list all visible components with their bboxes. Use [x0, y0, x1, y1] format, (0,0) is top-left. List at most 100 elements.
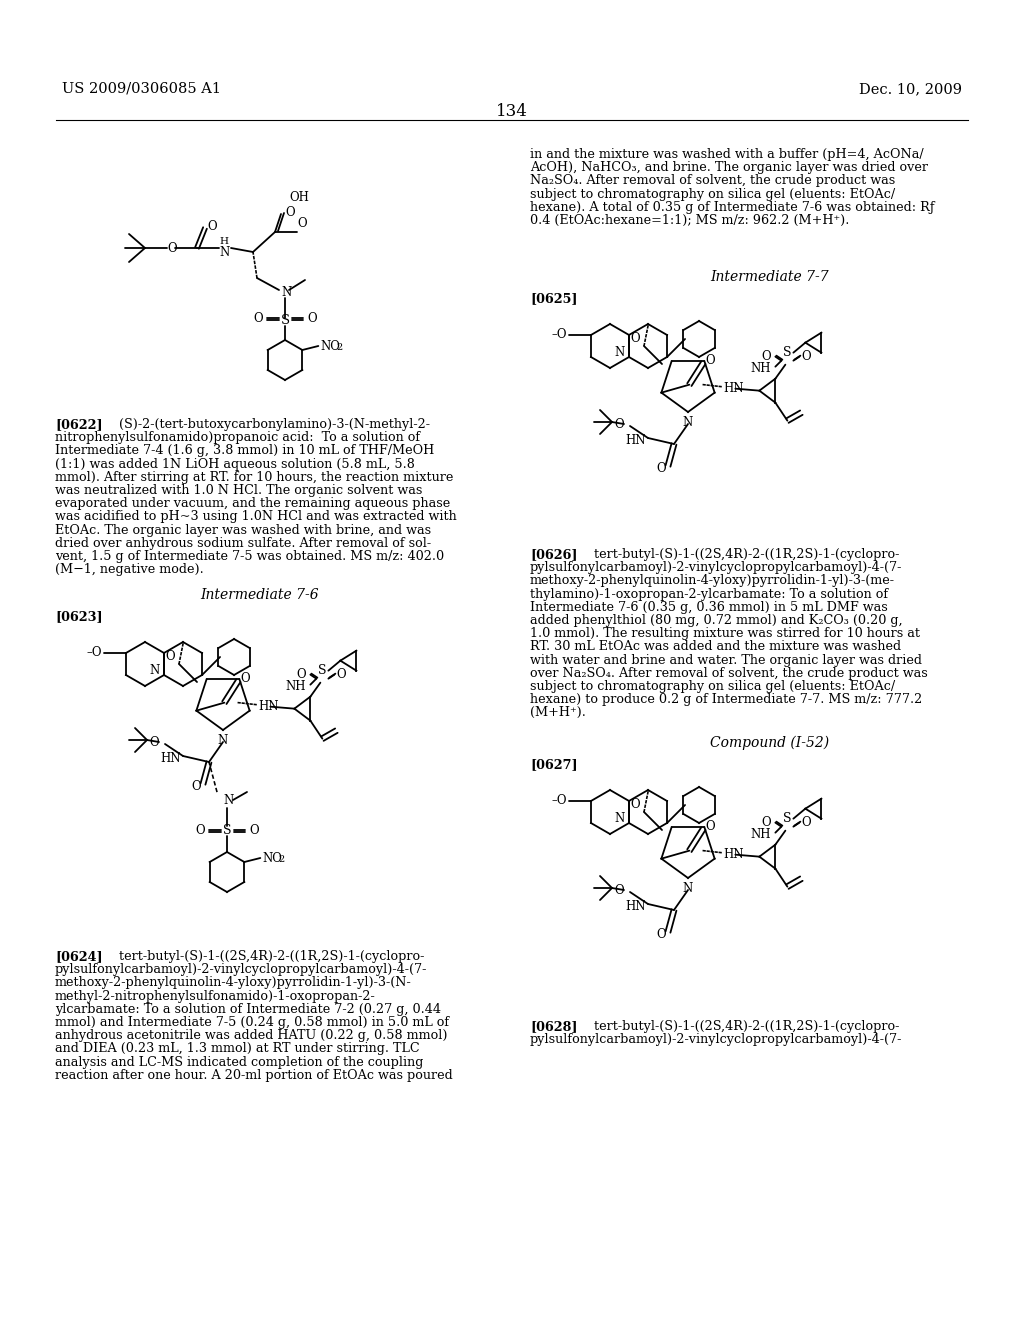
Text: O: O: [165, 649, 175, 663]
Text: US 2009/0306085 A1: US 2009/0306085 A1: [62, 82, 221, 96]
Text: Intermediate 7-6: Intermediate 7-6: [201, 587, 319, 602]
Text: S: S: [318, 664, 327, 677]
Text: NO: NO: [262, 851, 283, 865]
Text: was neutralized with 1.0 N HCl. The organic solvent was: was neutralized with 1.0 N HCl. The orga…: [55, 484, 422, 498]
Text: tert-butyl-(S)-1-((2S,4R)-2-((1R,2S)-1-(cyclopro-: tert-butyl-(S)-1-((2S,4R)-2-((1R,2S)-1-(…: [578, 1020, 899, 1034]
Text: NH: NH: [286, 680, 306, 693]
Text: O: O: [656, 462, 666, 474]
Text: added phenylthiol (80 mg, 0.72 mmol) and K₂CO₃ (0.20 g,: added phenylthiol (80 mg, 0.72 mmol) and…: [530, 614, 902, 627]
Text: [0627]: [0627]: [530, 758, 578, 771]
Text: with water and brine and water. The organic layer was dried: with water and brine and water. The orga…: [530, 653, 922, 667]
Text: in and the mixture was washed with a buffer (pH=4, AcONa/: in and the mixture was washed with a buf…: [530, 148, 924, 161]
Text: S: S: [281, 314, 290, 326]
Text: N: N: [683, 416, 693, 429]
Text: (1:1) was added 1N LiOH aqueous solution (5.8 mL, 5.8: (1:1) was added 1N LiOH aqueous solution…: [55, 458, 415, 471]
Text: anhydrous acetonitrile was added HATU (0.22 g, 0.58 mmol): anhydrous acetonitrile was added HATU (0…: [55, 1030, 447, 1043]
Text: O: O: [297, 668, 306, 681]
Text: O: O: [614, 883, 624, 896]
Text: HN: HN: [723, 383, 743, 395]
Text: O: O: [706, 354, 715, 367]
Text: [0624]: [0624]: [55, 950, 102, 964]
Text: was acidified to pH~3 using 1.0N HCl and was extracted with: was acidified to pH~3 using 1.0N HCl and…: [55, 511, 457, 524]
Text: dried over anhydrous sodium sulfate. After removal of sol-: dried over anhydrous sodium sulfate. Aft…: [55, 537, 431, 550]
Text: pylsulfonylcarbamoyl)-2-vinylcyclopropylcarbamoyl)-4-(7-: pylsulfonylcarbamoyl)-2-vinylcyclopropyl…: [530, 561, 902, 574]
Text: [0622]: [0622]: [55, 418, 102, 432]
Text: O: O: [631, 797, 640, 810]
Text: O: O: [196, 825, 205, 837]
Text: RT. 30 mL EtOAc was added and the mixture was washed: RT. 30 mL EtOAc was added and the mixtur…: [530, 640, 901, 653]
Text: N: N: [218, 734, 228, 747]
Text: reaction after one hour. A 20-ml portion of EtOAc was poured: reaction after one hour. A 20-ml portion…: [55, 1069, 453, 1082]
Text: nitrophenylsulfonamido)propanoic acid:  To a solution of: nitrophenylsulfonamido)propanoic acid: T…: [55, 432, 420, 445]
Text: Intermediate 7-7: Intermediate 7-7: [711, 271, 829, 284]
Text: 1.0 mmol). The resulting mixture was stirred for 10 hours at: 1.0 mmol). The resulting mixture was sti…: [530, 627, 920, 640]
Text: subject to chromatography on silica gel (eluents: EtOAc/: subject to chromatography on silica gel …: [530, 680, 895, 693]
Text: N: N: [614, 346, 625, 359]
Text: tert-butyl-(S)-1-((2S,4R)-2-((1R,2S)-1-(cyclopro-: tert-butyl-(S)-1-((2S,4R)-2-((1R,2S)-1-(…: [103, 950, 424, 964]
Text: analysis and LC-MS indicated completion of the coupling: analysis and LC-MS indicated completion …: [55, 1056, 423, 1069]
Text: mmol). After stirring at RT. for 10 hours, the reaction mixture: mmol). After stirring at RT. for 10 hour…: [55, 471, 454, 484]
Text: O: O: [167, 242, 176, 255]
Text: [0625]: [0625]: [530, 292, 578, 305]
Text: HN: HN: [161, 751, 181, 764]
Text: O: O: [656, 928, 666, 940]
Text: Intermediate 7-6 (0.35 g, 0.36 mmol) in 5 mL DMF was: Intermediate 7-6 (0.35 g, 0.36 mmol) in …: [530, 601, 888, 614]
Text: 134: 134: [496, 103, 528, 120]
Text: thylamino)-1-oxopropan-2-ylcarbamate: To a solution of: thylamino)-1-oxopropan-2-ylcarbamate: To…: [530, 587, 888, 601]
Text: mmol) and Intermediate 7-5 (0.24 g, 0.58 mmol) in 5.0 mL of: mmol) and Intermediate 7-5 (0.24 g, 0.58…: [55, 1016, 450, 1030]
Text: –O: –O: [552, 329, 567, 342]
Text: S: S: [223, 824, 231, 837]
Text: NO: NO: [321, 339, 340, 352]
Text: N: N: [281, 285, 291, 298]
Text: Intermediate 7-4 (1.6 g, 3.8 mmol) in 10 mL of THF/MeOH: Intermediate 7-4 (1.6 g, 3.8 mmol) in 10…: [55, 445, 434, 458]
Text: O: O: [631, 331, 640, 345]
Text: [0626]: [0626]: [530, 548, 578, 561]
Text: N: N: [223, 793, 233, 807]
Text: N: N: [683, 882, 693, 895]
Text: O: O: [249, 825, 259, 837]
Text: O: O: [207, 219, 217, 232]
Text: hexane) to produce 0.2 g of Intermediate 7-7. MS m/z: 777.2: hexane) to produce 0.2 g of Intermediate…: [530, 693, 923, 706]
Text: 0.4 (EtOAc:hexane=1:1); MS m/z: 962.2 (M+H⁺).: 0.4 (EtOAc:hexane=1:1); MS m/z: 962.2 (M…: [530, 214, 849, 227]
Text: O: O: [191, 780, 201, 792]
Text: O: O: [297, 216, 306, 230]
Text: HN: HN: [626, 899, 646, 912]
Text: –O: –O: [86, 647, 102, 660]
Text: Compound (I-52): Compound (I-52): [711, 737, 829, 750]
Text: over Na₂SO₄. After removal of solvent, the crude product was: over Na₂SO₄. After removal of solvent, t…: [530, 667, 928, 680]
Text: OH: OH: [289, 191, 309, 205]
Text: O: O: [802, 816, 811, 829]
Text: O: O: [253, 313, 263, 326]
Text: (S)-2-(tert-butoxycarbonylamino)-3-(N-methyl-2-: (S)-2-(tert-butoxycarbonylamino)-3-(N-me…: [103, 418, 430, 432]
Text: O: O: [762, 816, 771, 829]
Text: (M+H⁺).: (M+H⁺).: [530, 706, 586, 719]
Text: O: O: [150, 735, 159, 748]
Text: methyl-2-nitrophenylsulfonamido)-1-oxopropan-2-: methyl-2-nitrophenylsulfonamido)-1-oxopr…: [55, 990, 376, 1003]
Text: O: O: [307, 313, 316, 326]
Text: O: O: [802, 350, 811, 363]
Text: H: H: [219, 238, 228, 246]
Text: pylsulfonylcarbamoyl)-2-vinylcyclopropylcarbamoyl)-4-(7-: pylsulfonylcarbamoyl)-2-vinylcyclopropyl…: [530, 1034, 902, 1047]
Text: ylcarbamate: To a solution of Intermediate 7-2 (0.27 g, 0.44: ylcarbamate: To a solution of Intermedia…: [55, 1003, 441, 1016]
Text: Na₂SO₄. After removal of solvent, the crude product was: Na₂SO₄. After removal of solvent, the cr…: [530, 174, 895, 187]
Text: Dec. 10, 2009: Dec. 10, 2009: [859, 82, 962, 96]
Text: AcOH), NaHCO₃, and brine. The organic layer was dried over: AcOH), NaHCO₃, and brine. The organic la…: [530, 161, 928, 174]
Text: EtOAc. The organic layer was washed with brine, and was: EtOAc. The organic layer was washed with…: [55, 524, 431, 537]
Text: pylsulfonylcarbamoyl)-2-vinylcyclopropylcarbamoyl)-4-(7-: pylsulfonylcarbamoyl)-2-vinylcyclopropyl…: [55, 964, 427, 977]
Text: 2: 2: [336, 343, 343, 352]
Text: (M−1, negative mode).: (M−1, negative mode).: [55, 564, 204, 577]
Text: O: O: [614, 417, 624, 430]
Text: O: O: [336, 668, 346, 681]
Text: 2: 2: [279, 855, 285, 865]
Text: NH: NH: [751, 362, 771, 375]
Text: methoxy-2-phenylquinolin-4-yloxy)pyrrolidin-1-yl)-3-(me-: methoxy-2-phenylquinolin-4-yloxy)pyrroli…: [530, 574, 895, 587]
Text: HN: HN: [723, 849, 743, 861]
Text: HN: HN: [626, 433, 646, 446]
Text: evaporated under vacuum, and the remaining aqueous phase: evaporated under vacuum, and the remaini…: [55, 498, 451, 511]
Text: subject to chromatography on silica gel (eluents: EtOAc/: subject to chromatography on silica gel …: [530, 187, 895, 201]
Text: NH: NH: [751, 828, 771, 841]
Text: methoxy-2-phenylquinolin-4-yloxy)pyrrolidin-1-yl)-3-(N-: methoxy-2-phenylquinolin-4-yloxy)pyrroli…: [55, 977, 412, 990]
Text: N: N: [614, 813, 625, 825]
Text: –O: –O: [552, 795, 567, 808]
Text: and DIEA (0.23 mL, 1.3 mmol) at RT under stirring. TLC: and DIEA (0.23 mL, 1.3 mmol) at RT under…: [55, 1043, 420, 1056]
